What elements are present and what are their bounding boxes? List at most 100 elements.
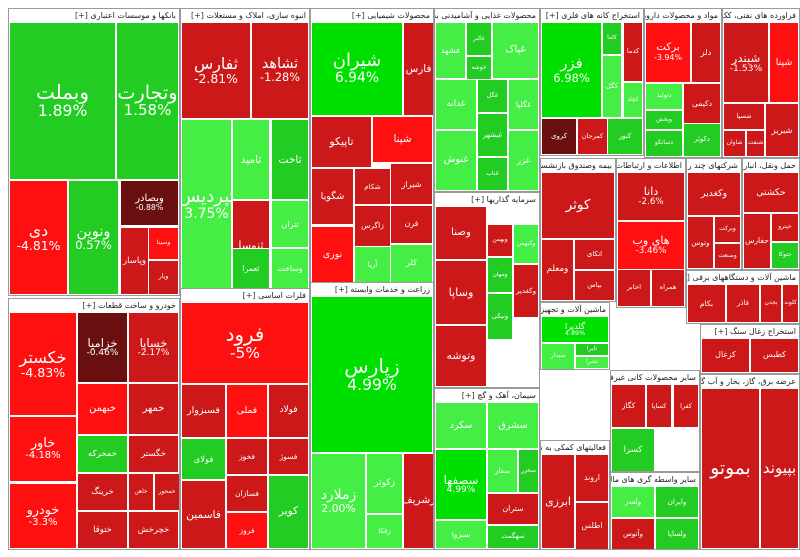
stock-tile[interactable]: دکیمی [683,83,721,124]
stock-tile[interactable]: ولساپا [655,518,699,549]
stock-tile[interactable]: کساپا [646,384,672,428]
stock-tile[interactable]: دکوثر [683,123,721,157]
stock-tile[interactable]: اخابر [617,269,651,307]
stock-tile[interactable]: غشهد [435,22,466,79]
stock-tile[interactable]: کلر [390,244,433,283]
stock-tile[interactable]: حکشتی [743,172,799,213]
stock-tile[interactable]: شیراز [390,163,433,205]
stock-tile[interactable]: وآتوس [611,518,655,549]
stock-tile[interactable]: سبزوا [435,520,487,549]
stock-tile[interactable]: برکت -3.94% [645,22,691,83]
stock-tile[interactable]: تاپیکو [311,116,372,168]
stock-tile[interactable]: شگویا [311,168,354,225]
stock-tile[interactable]: کچاد [623,82,643,118]
stock-tile[interactable]: وتوشه [435,325,487,387]
stock-tile[interactable]: غپاک [492,22,539,79]
stock-tile[interactable]: خمحرکه [77,435,128,473]
stock-tile[interactable]: سشرق [487,402,539,449]
stock-tile[interactable]: خودرو -3.3% [9,483,77,549]
stock-tile[interactable]: سفار [487,449,518,493]
stock-tile[interactable]: غگل [477,79,508,113]
stock-tile[interactable]: کمرجان [577,118,608,155]
stock-tile[interactable]: ومعلم [541,239,574,301]
stock-tile[interactable]: فولای [181,438,226,480]
stock-tile[interactable]: خوشه [466,56,492,80]
stock-tile[interactable]: زفکا [366,514,403,549]
stock-tile[interactable]: دانا -2.6% [617,172,685,221]
sector-expand-toggle[interactable]: [+] [687,273,690,282]
stock-tile[interactable]: وبرکت [714,216,741,243]
sector-expand-toggle[interactable]: [+] [545,11,559,20]
sector-expand-toggle[interactable]: [+] [334,285,348,294]
stock-tile[interactable]: همراه [651,269,685,307]
stock-tile[interactable]: وبهمن [487,224,513,257]
stock-tile[interactable]: خمحور [154,473,179,511]
stock-tile[interactable]: وپار [148,260,179,295]
stock-tile[interactable]: دسانکو [645,130,683,157]
sector-expand-toggle[interactable]: [+] [74,11,88,20]
stock-tile[interactable]: فاذر [726,284,760,323]
sector-expand-toggle[interactable]: [+] [471,195,485,204]
stock-tile[interactable]: اطلس [575,502,609,549]
stock-tile[interactable]: کروی [541,118,577,155]
stock-tile[interactable]: وکبهمن [513,224,539,264]
stock-tile[interactable]: فسوژ [268,438,309,475]
stock-tile[interactable]: خمهر [128,383,179,435]
stock-tile[interactable]: بپیوند [760,388,799,549]
stock-tile[interactable]: ثعمرا [232,248,270,291]
stock-tile[interactable]: سهگمت [487,525,539,549]
stock-tile[interactable]: وسینا [148,227,179,260]
stock-tile[interactable]: وکغدیر [513,264,539,318]
stock-tile[interactable]: حپترو [771,213,799,242]
stock-tile[interactable]: کسرا [611,428,655,471]
sector-expand-toggle[interactable]: [+] [190,11,204,20]
stock-tile[interactable]: اروند [575,454,609,502]
stock-tile[interactable]: حفارس [743,213,771,269]
stock-tile[interactable]: دتولید [645,83,683,110]
stock-tile[interactable]: شکام [354,168,391,205]
sector-expand-toggle[interactable]: [+] [461,391,475,400]
stock-tile[interactable]: ابرزی [541,454,575,549]
stock-tile[interactable]: بکام [687,284,726,323]
stock-tile[interactable]: فولاد [268,384,309,438]
stock-tile[interactable]: ونیکی [487,293,513,340]
stock-tile[interactable]: وبصادر -0.88% [120,180,179,226]
sector-expand-toggle[interactable]: [+] [714,327,728,336]
stock-tile[interactable]: ونوین 0.57% [68,180,119,295]
stock-tile[interactable]: زاگرس [354,205,391,247]
stock-tile[interactable]: شپنا [769,22,799,103]
stock-tile[interactable]: کفرا [673,384,699,428]
stock-tile[interactable]: تایرا [575,343,609,356]
stock-tile[interactable]: حتوکا [771,242,799,269]
stock-tile[interactable]: فسبزوار [181,384,226,438]
stock-tile[interactable]: سصفها 4.99% [435,449,487,520]
stock-tile[interactable]: غبشهر [477,113,508,157]
stock-tile[interactable]: خکستر -4.83% [9,312,77,416]
stock-tile[interactable]: اتکای [574,239,615,270]
stock-tile[interactable]: وتوس [687,216,714,269]
stock-tile[interactable]: غالبر [466,22,492,56]
stock-tile[interactable]: فرن [390,205,433,244]
stock-tile[interactable]: کلوند [782,284,799,323]
stock-tile[interactable]: غزر [508,130,539,191]
stock-tile[interactable]: کدما [623,22,643,82]
stock-tile[interactable]: ثتران [271,200,309,248]
stock-tile[interactable]: خرینگ [77,473,128,511]
stock-tile[interactable]: سیدار [541,343,575,369]
stock-tile[interactable]: وکغدیر [687,172,741,216]
stock-tile[interactable]: خساپا -2.17% [128,312,179,383]
stock-tile[interactable]: بپاس [574,270,615,301]
stock-tile[interactable]: زپارس 4.99% [311,296,433,453]
stock-tile[interactable]: کاما [602,22,622,55]
sector-expand-toggle[interactable]: [+] [82,301,96,310]
stock-tile[interactable]: سخزر [518,449,539,493]
stock-tile[interactable]: زکوثر [366,453,403,514]
stock-tile[interactable]: کنور [607,118,643,155]
stock-tile[interactable]: کزغال [701,338,750,373]
stock-tile[interactable]: سکرد [435,402,487,449]
stock-tile[interactable]: کگاز [611,384,646,428]
stock-tile[interactable]: زشریف [403,453,433,549]
stock-tile[interactable]: فاسمین [181,480,226,549]
stock-tile[interactable]: وصنا [435,206,487,260]
stock-tile[interactable]: خاهن [128,473,154,511]
